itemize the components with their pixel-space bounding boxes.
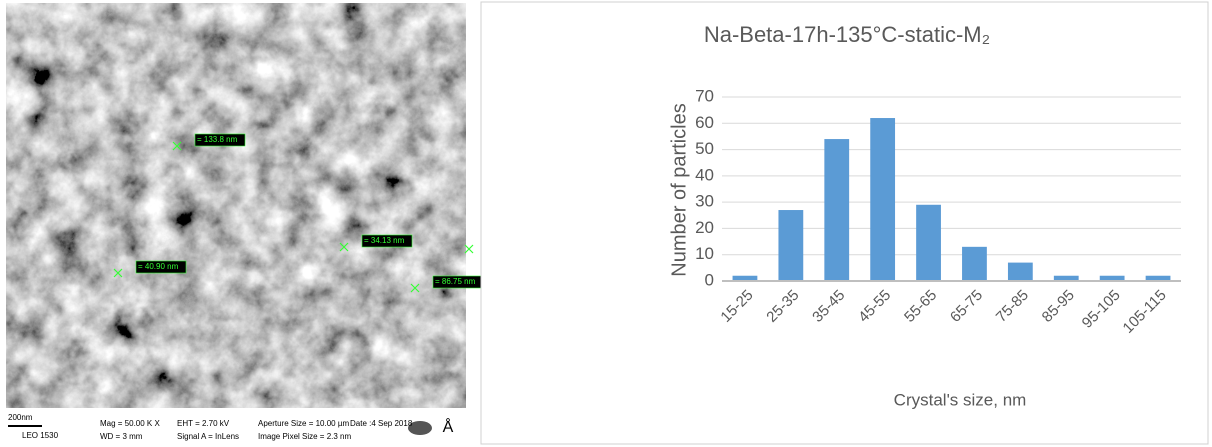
info-text: Signal A = InLens [177,432,239,441]
bar [1008,263,1033,281]
bar [778,210,803,281]
y-tick-label: 60 [695,113,714,132]
bar [916,205,941,281]
sem-image [6,3,466,408]
y-tick-label: 50 [695,139,714,158]
bar [824,139,849,281]
chart-title: Na-Beta-17h-135°C-static-M₂ [704,22,990,47]
measurement-label: = 86.75 nm [435,277,476,286]
y-tick-label: 70 [695,86,714,105]
page: Å = 133.8 nm= 34.13 nm= 71.70 nm= 40.90 … [0,0,1212,447]
info-text: Image Pixel Size = 2.3 nm [258,432,351,441]
measurement-label: = 34.13 nm [364,236,405,245]
bar [962,247,987,281]
bar [870,118,895,281]
x-axis-title: Crystal's size, nm [894,390,1027,409]
info-text: Aperture Size = 10.00 µm [258,419,349,428]
y-tick-label: 0 [705,270,714,289]
measurement-marker [465,245,473,253]
info-text: LEO 1530 [22,431,59,440]
y-axis-title: Number of particles [668,103,690,276]
y-tick-label: 20 [695,218,714,237]
micrograph: Å = 133.8 nm= 34.13 nm= 71.70 nm= 40.90 … [6,3,537,446]
y-tick-label: 30 [695,192,714,211]
logo: Å [443,417,454,436]
info-text: 200nm [8,413,33,422]
info-text: EHT = 2.70 kV [177,419,230,428]
measurement-label: = 133.8 nm [197,135,238,144]
y-tick-label: 10 [695,244,714,263]
info-text: Mag = 50.00 K X [100,419,160,428]
measurement-label: = 40.90 nm [138,262,179,271]
info-text: Date :4 Sep 2018 [350,419,413,428]
info-text: WD = 3 mm [100,432,143,441]
y-tick-label: 40 [695,165,714,184]
